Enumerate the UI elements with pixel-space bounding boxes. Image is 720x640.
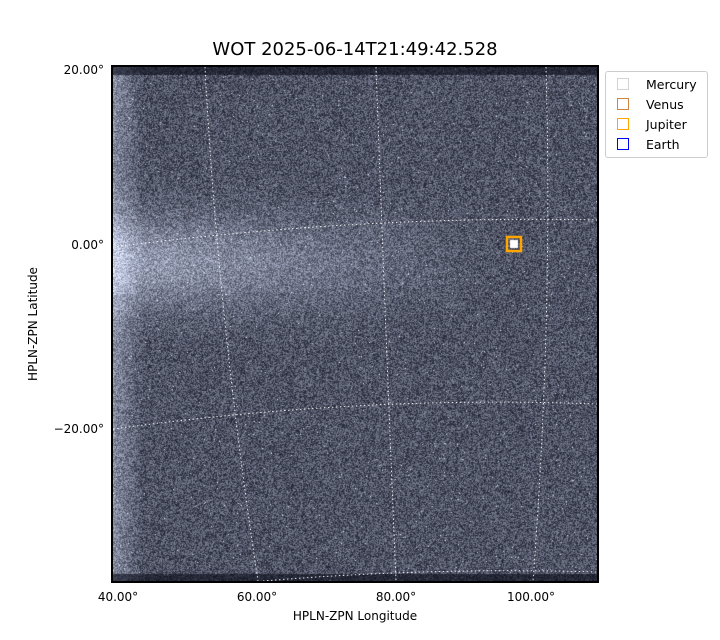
x-tick-label: 60.00° [236,590,278,604]
coordinate-grid [113,67,597,581]
x-tick-label: 40.00° [97,590,139,604]
y-axis-label: HPLN-ZPN Latitude [26,267,40,381]
legend-item-mercury: Mercury [617,75,697,93]
grid-lat-0 [113,218,597,248]
jupiter-marker [505,235,523,253]
legend-label: Earth [646,136,680,152]
grid-lat-minus20 [113,401,597,430]
grid-lat-minus40 [262,570,597,581]
legend-item-earth: Earth [617,135,680,153]
grid-lon-100 [532,67,549,581]
legend-label: Mercury [646,76,697,92]
legend-label: Jupiter [646,116,687,132]
legend-item-jupiter: Jupiter [617,115,687,133]
legend-item-venus: Venus [617,95,684,113]
chart-title: WOT 2025-06-14T21:49:42.528 [212,39,498,60]
x-axis-label: HPLN-ZPN Longitude [292,609,418,623]
y-tick-label: 20.00° [63,63,104,77]
grid-lon-60 [204,67,259,581]
x-tick-label: 80.00° [375,590,417,604]
legend: Mercury Venus Jupiter Earth [605,71,708,158]
grid-lon-80 [375,67,397,581]
legend-swatch [617,78,629,90]
x-tick-label: 100.00° [507,590,555,604]
legend-swatch [617,138,629,150]
y-tick-label: 0.00° [71,238,104,252]
plot-frame [111,65,599,583]
legend-label: Venus [646,96,684,112]
legend-swatch [617,118,629,130]
y-tick-label: −20.00° [53,422,104,436]
sky-image [113,67,597,581]
legend-swatch [617,98,629,110]
